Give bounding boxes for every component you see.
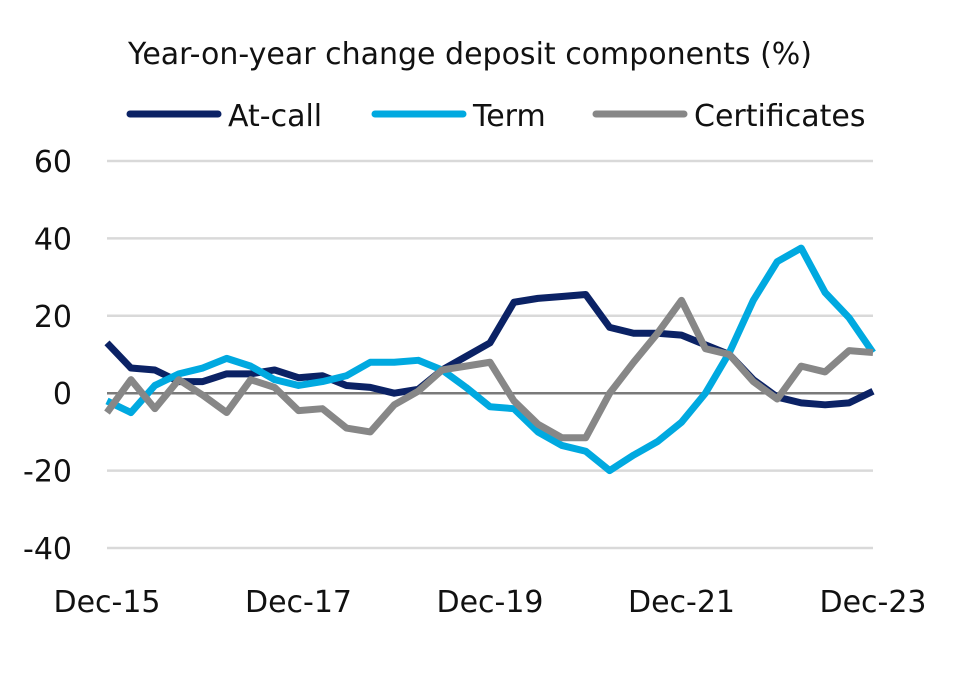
x-tick-label: Dec-21 — [628, 585, 735, 620]
chart-title: Year-on-year change deposit components (… — [127, 37, 812, 72]
legend-label: Term — [472, 99, 546, 134]
y-tick-label: -40 — [23, 532, 72, 567]
legend-label: Certificates — [694, 99, 865, 134]
legend-item: At-call — [126, 99, 322, 134]
series-line-term — [105, 244, 876, 475]
series-lines — [104, 244, 876, 475]
x-axis: Dec-15 Dec-17 Dec-19 Dec-21 Dec-23 — [53, 585, 926, 620]
legend-label: At-call — [228, 99, 322, 134]
x-tick-label: Dec-23 — [819, 585, 926, 620]
x-tick-label: Dec-15 — [53, 585, 160, 620]
series-line-certificates — [104, 296, 874, 442]
y-tick-label: -20 — [23, 455, 72, 490]
legend: At-call Term Certificates — [126, 99, 865, 134]
legend-item: Term — [371, 99, 546, 134]
y-tick-label: 20 — [34, 300, 72, 335]
y-tick-label: 60 — [34, 145, 72, 180]
x-tick-label: Dec-19 — [436, 585, 543, 620]
y-tick-label: 40 — [34, 222, 72, 257]
gridlines — [107, 159, 873, 550]
y-tick-label: 0 — [53, 377, 72, 412]
y-axis: 60 40 20 0 -20 -40 — [23, 145, 72, 567]
legend-item: Certificates — [592, 99, 865, 134]
x-tick-label: Dec-17 — [245, 585, 352, 620]
